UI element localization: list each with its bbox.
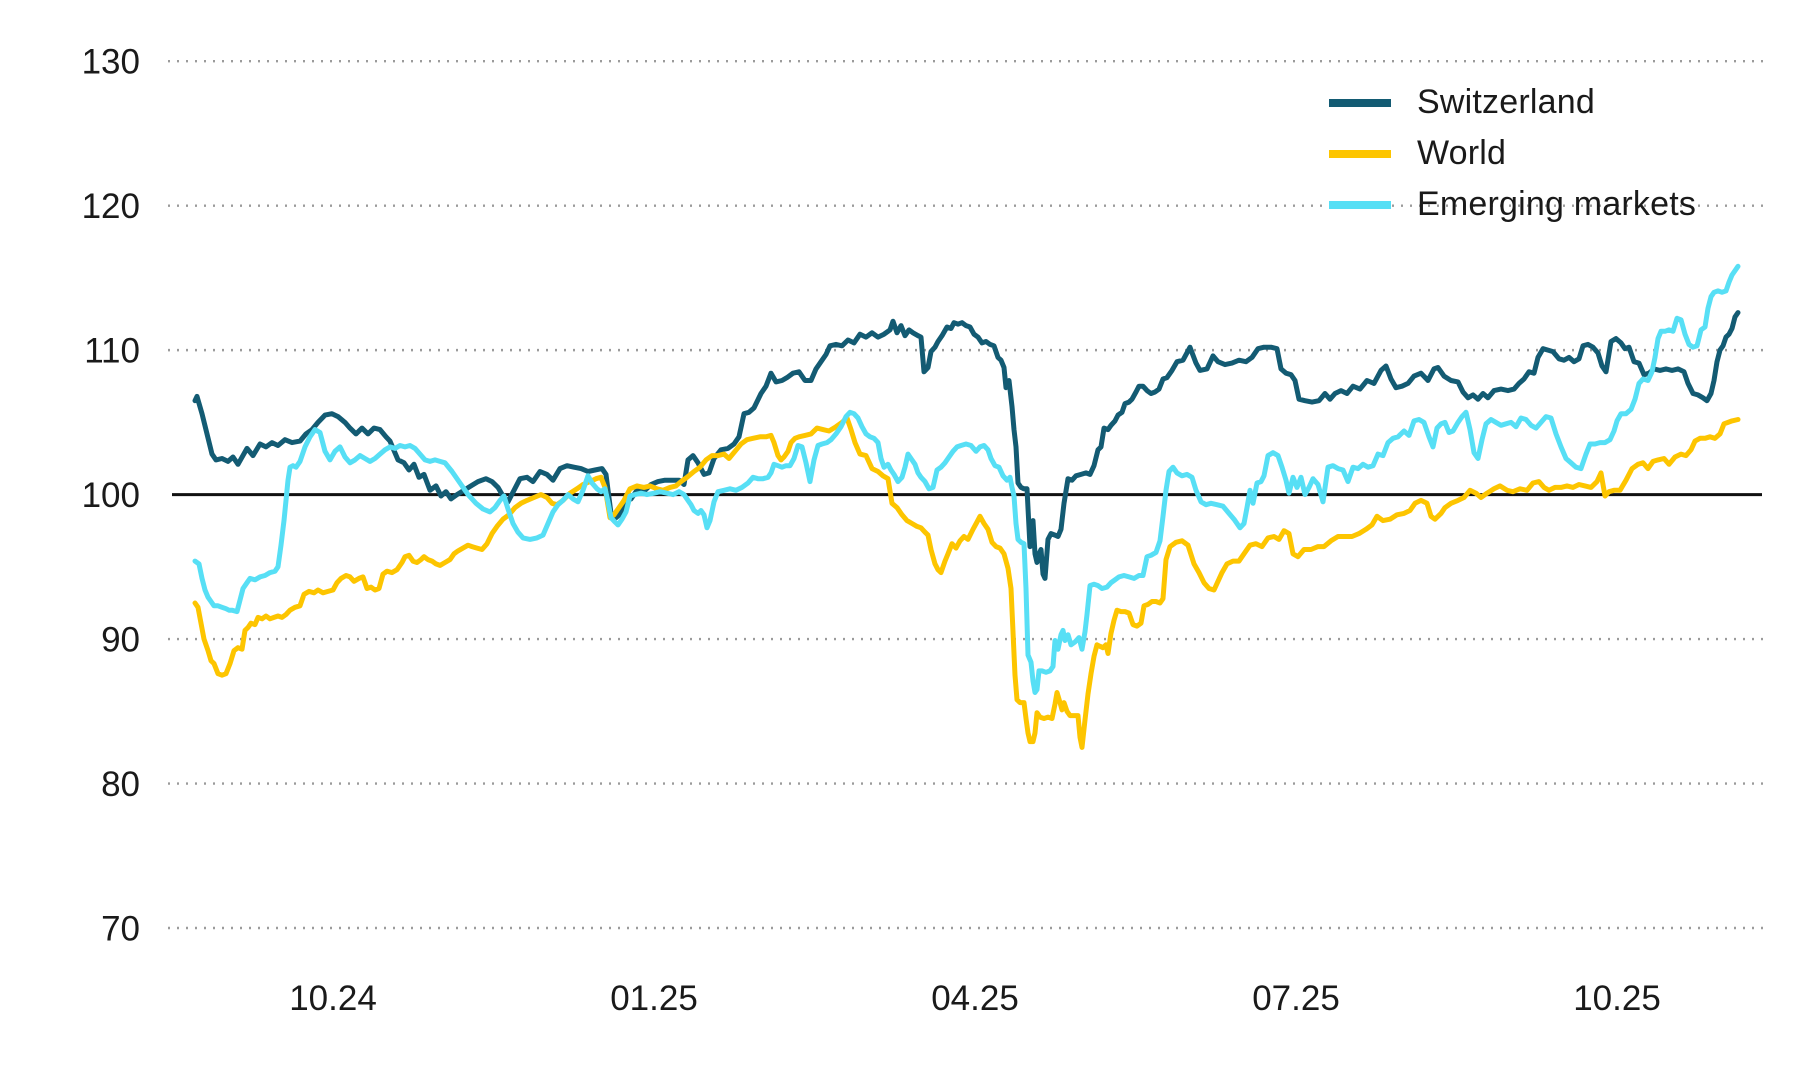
emerging-markets-line-swatch-icon [1329,200,1391,209]
series-line-world [192,415,1741,750]
legend-item-switzerland: Switzerland [1329,77,1696,128]
y-tick-label: 110 [84,331,140,370]
y-tick-label: 80 [101,765,140,804]
y-tick-label: 120 [82,187,140,226]
legend-item-emerging-markets: Emerging markets [1329,179,1696,230]
y-tick-label: 90 [101,620,140,659]
x-tick-label: 10.25 [1573,979,1661,1018]
x-tick-label: 04.25 [931,979,1019,1018]
x-tick-label: 10.24 [289,979,377,1018]
switzerland-line-swatch-icon [1329,98,1391,107]
y-tick-label: 70 [101,909,140,948]
y-tick-label: 130 [82,42,140,81]
y-tick-label: 100 [82,476,140,515]
legend-item-world: World [1329,128,1696,179]
x-tick-label: 07.25 [1252,979,1340,1018]
legend-label: World [1417,134,1507,172]
legend-label: Switzerland [1417,83,1595,121]
legend-label: Emerging markets [1417,185,1697,223]
x-tick-label: 01.25 [610,979,698,1018]
series-line-emerging-markets [192,263,1741,695]
world-line-swatch-icon [1329,149,1391,158]
series-line-switzerland [192,310,1741,581]
legend: Switzerland World Emerging markets [1329,77,1696,230]
